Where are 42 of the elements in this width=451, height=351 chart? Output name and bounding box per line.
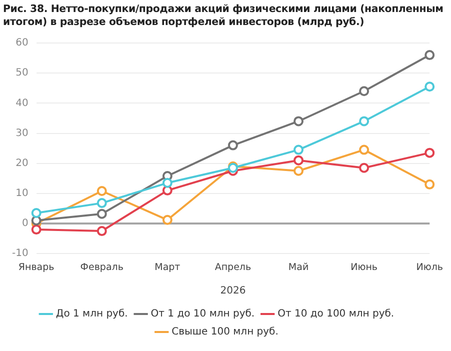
point [359,144,370,155]
point [31,208,42,218]
x-tick-label: Май [288,262,309,273]
point [228,140,238,150]
y-tick-label: 10 [16,188,28,200]
x-tick-label: Февраль [80,262,124,273]
point [359,162,370,173]
x-axis-title: 2026 [220,286,246,297]
point [294,166,304,176]
point [294,155,304,166]
y-tick-label: 30 [16,128,28,139]
y-tick-label: -10 [12,248,28,260]
x-tick-label: Март [154,262,181,273]
point [359,86,370,96]
point [96,208,107,219]
point [162,214,172,225]
point [294,116,304,126]
y-tick-label: 20 [16,158,28,169]
y-tick-label: 40 [16,98,28,109]
chart-title: Рис. 38. Нетто-покупки/продажи акций физическими лицами (накопленным итогом) в разрезе объемов портфелей инвесторов (млрд руб.) [2,3,444,29]
legend-label: От 10 до 100 млн руб. [278,308,394,320]
y-tick-label: 0 [22,218,28,230]
point [294,144,304,155]
point [96,226,107,236]
x-tick-label: Июль [416,262,444,273]
y-tick-label: 50 [16,68,28,79]
legend-label: От 1 до 10 млн руб. [150,308,255,320]
x-tick-label: Июнь [350,262,378,273]
y-tick-label: 60 [16,38,28,49]
legend-label: Свыше 100 млн руб. [172,326,278,338]
point [424,179,435,190]
point [424,50,435,60]
point [96,186,107,196]
x-tick-label: Январь [18,262,55,273]
point [359,116,370,126]
legend-label: До 1 млн руб. [56,308,128,320]
point [424,82,435,92]
point [31,224,42,235]
point [96,198,107,208]
x-tick-label: Апрель [214,262,252,273]
point [424,148,435,158]
point [162,178,172,188]
